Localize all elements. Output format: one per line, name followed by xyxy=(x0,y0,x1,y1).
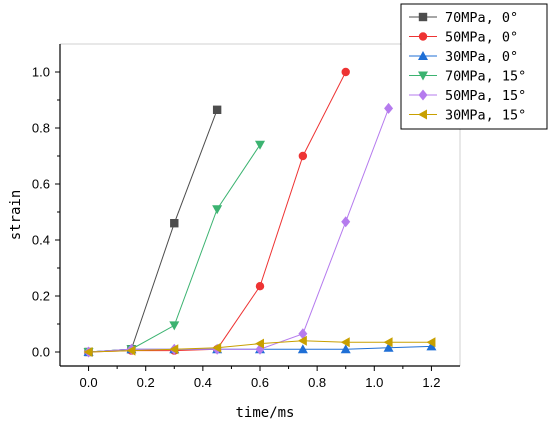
data-point xyxy=(426,337,436,348)
data-point xyxy=(212,342,222,353)
x-tick-label: 1.2 xyxy=(422,375,440,390)
legend: 70MPa, 0° 50MPa, 0° 30MPa, 0° 70MPa, 15° 50M… xyxy=(400,3,548,130)
x-tick-label: 0.6 xyxy=(251,375,269,390)
legend-item: 50MPa, 0° xyxy=(409,30,518,46)
data-point xyxy=(383,337,393,348)
series-5 xyxy=(84,102,394,358)
x-tick-label: 0.2 xyxy=(137,375,155,390)
legend-label: 30MPa, 15° xyxy=(445,108,526,124)
x-tick-label: 1.0 xyxy=(365,375,383,390)
data-point xyxy=(83,347,93,357)
data-point xyxy=(212,105,222,114)
y-tick-label: 0.2 xyxy=(32,289,50,304)
legend-item: 30MPa, 0° xyxy=(409,49,518,65)
legend-item: 50MPa, 15° xyxy=(409,88,526,104)
data-point xyxy=(212,205,223,215)
y-tick-label: 1.0 xyxy=(32,65,50,80)
legend-marker xyxy=(418,12,428,22)
data-point xyxy=(255,282,265,291)
data-point xyxy=(126,345,136,356)
x-tick-label: 0.4 xyxy=(194,375,212,390)
legend-label: 70MPa, 0° xyxy=(445,10,518,26)
legend-label: 50MPa, 0° xyxy=(445,30,518,46)
series-6 xyxy=(83,335,436,357)
legend-item: 70MPa, 0° xyxy=(409,10,518,26)
series-line xyxy=(88,108,390,353)
data-point xyxy=(255,140,265,150)
data-point xyxy=(298,328,308,340)
x-tick-label: 0.0 xyxy=(80,375,98,390)
data-point xyxy=(383,342,394,352)
x-tick-label: 0.8 xyxy=(308,375,326,390)
legend-marker xyxy=(418,109,427,120)
series-layer xyxy=(83,67,437,358)
y-axis-title: strain xyxy=(8,190,24,241)
y-tick-label: 0.0 xyxy=(32,345,50,360)
y-tick-label: 0.8 xyxy=(32,121,50,136)
y-tick-label: 0.6 xyxy=(32,177,50,192)
legend-label: 50MPa, 15° xyxy=(445,88,526,104)
series-line xyxy=(88,144,261,353)
data-point xyxy=(169,344,179,355)
data-point xyxy=(340,344,351,354)
data-point xyxy=(298,151,308,161)
legend-item: 70MPa, 15° xyxy=(409,69,526,85)
axes: 0.0 0.2 0.4 0.6 0.8 1.0 1.2 0.0 0.2 0.4 0.6 0.8 1.0 xyxy=(32,43,461,390)
y-tick-label: 0.4 xyxy=(32,233,50,248)
series-4 xyxy=(83,140,265,357)
data-point xyxy=(297,335,307,346)
data-point xyxy=(297,344,308,354)
x-axis-title: time/ms xyxy=(235,405,294,421)
data-point xyxy=(255,338,264,349)
data-point xyxy=(384,102,394,114)
data-point xyxy=(426,341,437,351)
legend-marker xyxy=(418,32,428,41)
legend-box xyxy=(400,3,548,130)
series-line xyxy=(88,109,218,353)
series-1 xyxy=(84,105,222,357)
legend-item: 30MPa, 15° xyxy=(409,108,526,124)
legend-label: 30MPa, 0° xyxy=(445,49,518,65)
legend-label: 70MPa, 15° xyxy=(445,69,526,85)
data-point xyxy=(341,67,350,77)
legend-marker xyxy=(418,71,428,81)
data-point xyxy=(169,321,180,331)
data-point xyxy=(341,216,351,228)
data-point xyxy=(170,219,179,228)
legend-marker xyxy=(418,89,428,101)
data-point xyxy=(340,337,350,348)
legend-marker xyxy=(418,51,428,60)
